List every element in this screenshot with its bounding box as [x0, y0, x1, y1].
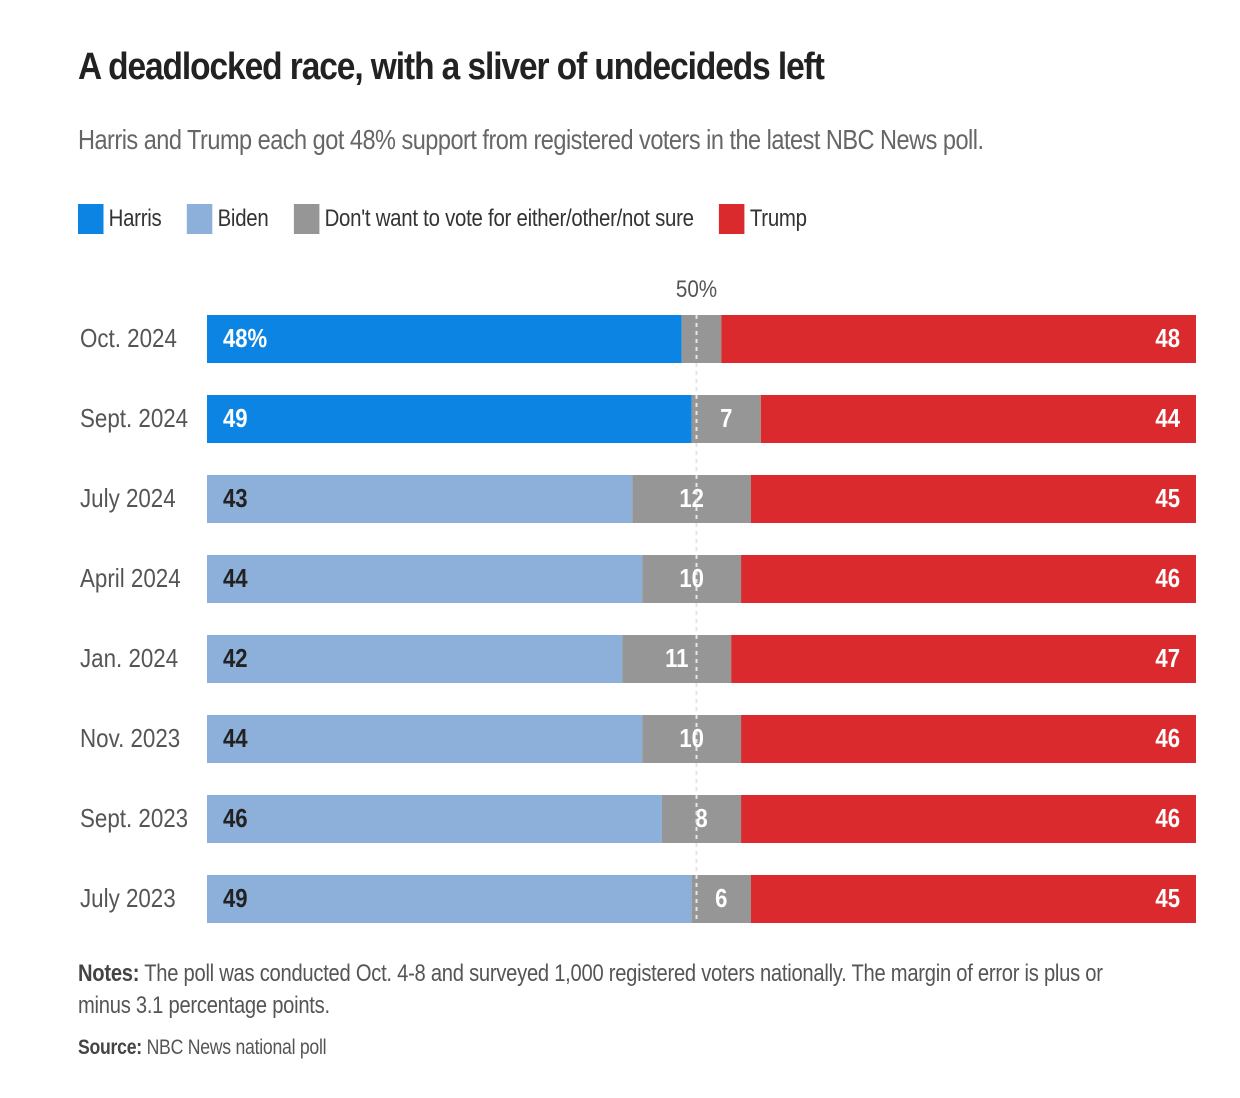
legend-item-trump: Trump	[719, 204, 807, 234]
legend-label-other: Don't want to vote for either/other/not …	[324, 205, 694, 232]
bar-trump	[760, 395, 1196, 443]
data-label-trump: 44	[1155, 404, 1180, 433]
chart-subtitle: Harris and Trump each got 48% support fr…	[78, 124, 984, 155]
data-label-dem: 49	[223, 884, 248, 913]
legend-label-trump: Trump	[749, 205, 807, 232]
legend-swatch-biden	[186, 204, 213, 234]
category-label: Sept. 2024	[80, 405, 188, 434]
source-text: NBC News national poll	[141, 1036, 327, 1059]
source: Source: NBC News national poll	[78, 1036, 327, 1060]
bar-other	[681, 315, 722, 363]
notes-text: The poll was conducted Oct. 4-8 and surv…	[78, 960, 1103, 1019]
data-label-dem: 44	[223, 724, 248, 753]
bar-trump	[731, 635, 1196, 683]
category-label: Oct. 2024	[80, 325, 177, 354]
stacked-bar-chart: Oct. 2024 48% 48 Sept. 2024 49 7 44 July 2024 43…	[80, 276, 1196, 923]
data-label-other: 11	[665, 644, 688, 673]
bar-biden	[207, 635, 623, 683]
data-label-trump: 46	[1155, 724, 1180, 753]
bar-trump	[741, 795, 1196, 843]
data-label-trump: 46	[1155, 804, 1180, 833]
data-label-other: 7	[720, 404, 732, 433]
bar-harris	[207, 395, 692, 443]
bar-trump	[721, 315, 1196, 363]
data-label-trump: 48	[1155, 324, 1180, 353]
category-label: Jan. 2024	[80, 645, 178, 674]
data-label-other: 6	[715, 884, 727, 913]
data-label-other: 12	[679, 484, 704, 513]
bar-biden	[207, 795, 662, 843]
category-label: July 2024	[80, 485, 176, 514]
data-label-other: 10	[679, 724, 704, 753]
legend: Harris Biden Don't want to vote for eith…	[78, 202, 832, 236]
data-label-dem: 42	[223, 644, 248, 673]
category-label: April 2024	[80, 565, 181, 594]
bar-other	[691, 875, 751, 923]
bar-biden	[207, 875, 692, 923]
legend-item-harris: Harris	[78, 204, 162, 234]
data-label-trump: 45	[1155, 884, 1180, 913]
data-label-other: 10	[679, 564, 704, 593]
bar-trump	[750, 875, 1196, 923]
category-label: Sept. 2023	[80, 805, 188, 834]
bar-other	[622, 635, 732, 683]
bar-trump	[741, 715, 1196, 763]
reference-label-50: 50%	[676, 276, 717, 303]
data-label-trump: 47	[1155, 644, 1180, 673]
data-label-other: 8	[695, 804, 707, 833]
bar-other	[642, 555, 742, 603]
bar-trump	[750, 475, 1196, 523]
legend-label-biden: Biden	[217, 205, 269, 232]
legend-swatch-other	[293, 204, 320, 234]
source-label: Source:	[78, 1036, 142, 1059]
bar-trump	[741, 555, 1196, 603]
category-label: Nov. 2023	[80, 725, 180, 754]
bar-other	[661, 795, 742, 843]
legend-label-harris: Harris	[108, 205, 162, 232]
legend-swatch-trump	[719, 204, 745, 234]
data-label-trump: 45	[1155, 484, 1180, 513]
bar-biden	[207, 715, 643, 763]
legend-item-biden: Biden	[186, 204, 269, 234]
legend-swatch-harris	[78, 204, 104, 234]
data-label-dem: 44	[223, 564, 248, 593]
legend-item-other: Don't want to vote for either/other/not …	[293, 204, 694, 234]
bar-other	[642, 715, 742, 763]
data-label-trump: 46	[1155, 564, 1180, 593]
data-label-dem: 46	[223, 804, 248, 833]
data-label-dem: 48%	[223, 324, 267, 353]
bar-harris	[207, 315, 682, 363]
notes: Notes: The poll was conducted Oct. 4-8 a…	[78, 958, 1136, 1022]
data-label-dem: 43	[223, 484, 248, 513]
data-label-dem: 49	[223, 404, 248, 433]
bar-biden	[207, 555, 643, 603]
bar-biden	[207, 475, 633, 523]
category-label: July 2023	[80, 885, 176, 914]
chart-title: A deadlocked race, with a sliver of unde…	[78, 46, 825, 88]
notes-label: Notes:	[78, 960, 140, 987]
bar-other	[632, 475, 751, 523]
bar-other	[691, 395, 761, 443]
